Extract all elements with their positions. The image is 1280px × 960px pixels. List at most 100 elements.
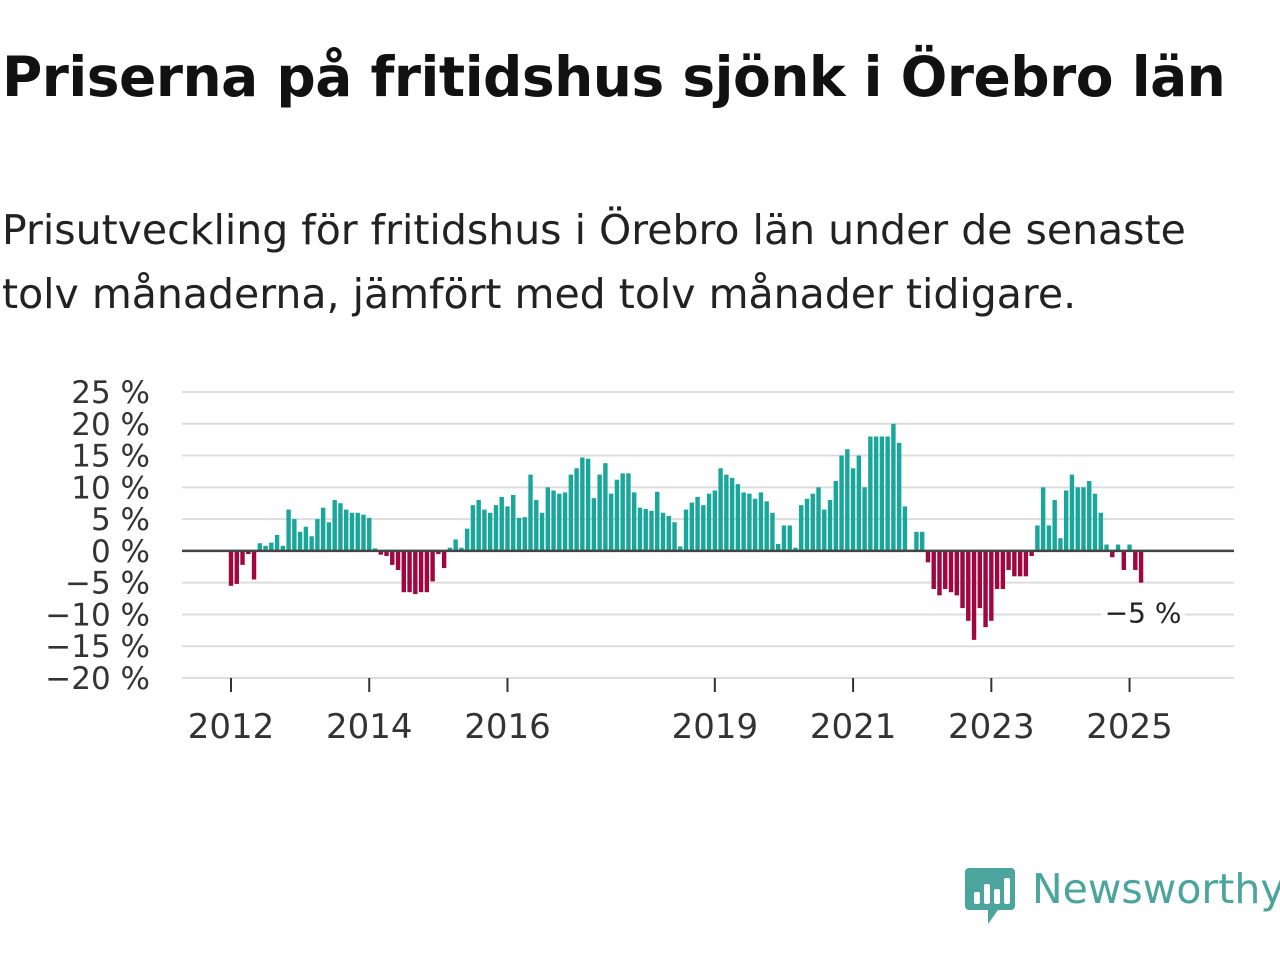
bar xyxy=(257,543,262,551)
y-tick-label: −15 % xyxy=(45,629,150,665)
bar xyxy=(447,547,453,551)
bar xyxy=(649,510,654,551)
bar xyxy=(522,517,527,551)
bar xyxy=(493,505,499,551)
bar xyxy=(436,550,441,555)
bar xyxy=(418,550,424,593)
bar xyxy=(407,550,412,593)
bar xyxy=(822,509,827,551)
bar xyxy=(931,550,936,590)
bar xyxy=(545,487,550,551)
bar xyxy=(401,550,406,593)
bar xyxy=(637,507,643,551)
bar xyxy=(395,550,401,570)
bar xyxy=(626,473,631,551)
bar xyxy=(879,436,885,551)
bar xyxy=(246,550,251,555)
bar xyxy=(591,498,597,551)
bar xyxy=(332,500,337,551)
bar xyxy=(286,509,291,551)
bar xyxy=(1064,490,1069,551)
bar xyxy=(551,490,556,551)
bar xyxy=(833,480,838,551)
bar xyxy=(338,503,343,551)
bar xyxy=(297,531,303,551)
bar xyxy=(430,550,435,582)
bar xyxy=(516,517,522,551)
bar xyxy=(776,543,781,551)
bar xyxy=(597,474,602,551)
bar xyxy=(868,436,873,551)
bar xyxy=(292,519,297,551)
bar xyxy=(441,550,447,569)
bar xyxy=(240,550,245,565)
x-tick-label: 2025 xyxy=(1086,707,1173,747)
chart-title: Priserna på fritidshus sjönk i Örebro lä… xyxy=(2,45,1226,109)
bar xyxy=(816,487,821,551)
y-axis-labels: 25 %20 %15 %10 %5 %0 %−5 %−10 %−15 %−20 … xyxy=(45,375,150,697)
bar xyxy=(632,492,637,551)
bar xyxy=(660,512,666,551)
bar xyxy=(482,509,487,551)
bar xyxy=(315,519,320,551)
bar xyxy=(355,512,360,551)
bar xyxy=(770,512,775,551)
bar xyxy=(372,548,378,551)
bar xyxy=(983,550,988,628)
bar xyxy=(741,492,746,551)
bar xyxy=(470,505,476,551)
bar xyxy=(459,547,464,551)
bar xyxy=(234,550,239,584)
bar xyxy=(320,507,326,551)
bar xyxy=(274,535,280,551)
bar xyxy=(804,498,810,551)
bar xyxy=(1029,550,1034,556)
bar xyxy=(977,550,982,609)
x-tick-label: 2016 xyxy=(464,707,551,747)
bar xyxy=(655,491,660,551)
bar xyxy=(718,468,723,551)
y-tick-label: 5 % xyxy=(91,502,150,538)
bar xyxy=(683,509,689,551)
bar xyxy=(326,522,332,551)
bar xyxy=(476,500,481,551)
y-tick-label: 0 % xyxy=(91,534,150,570)
bar xyxy=(891,423,896,551)
x-axis-labels: 2012 2014 2016 2019 2021 2023 2025 xyxy=(188,707,1173,747)
bar xyxy=(810,493,815,551)
bar xyxy=(954,550,959,596)
bar xyxy=(1058,538,1063,551)
bar xyxy=(989,550,994,621)
bar xyxy=(787,525,792,551)
bar xyxy=(839,455,844,551)
bar xyxy=(845,449,850,551)
x-tick-label: 2021 xyxy=(810,707,897,747)
bar xyxy=(793,547,798,551)
bar xyxy=(914,531,919,551)
bar xyxy=(1104,544,1109,551)
bar xyxy=(873,436,879,551)
bar xyxy=(620,473,625,551)
bar xyxy=(585,458,591,551)
bar xyxy=(1092,493,1098,551)
bar xyxy=(643,508,648,551)
bar xyxy=(424,550,430,593)
bar xyxy=(885,436,890,551)
bar xyxy=(1087,480,1092,551)
bar xyxy=(1023,550,1029,577)
bar xyxy=(701,505,706,551)
bar xyxy=(309,536,314,551)
bar xyxy=(413,550,418,595)
bar xyxy=(505,506,510,551)
bar xyxy=(856,455,862,551)
bar xyxy=(349,512,355,551)
bar xyxy=(971,550,977,640)
bar xyxy=(948,550,954,593)
bar xyxy=(608,493,614,551)
bar xyxy=(361,514,366,551)
bar xyxy=(712,490,718,551)
bar xyxy=(1046,525,1052,551)
bar xyxy=(758,492,764,551)
bar xyxy=(603,463,608,551)
y-tick-label: −5 % xyxy=(65,566,150,602)
